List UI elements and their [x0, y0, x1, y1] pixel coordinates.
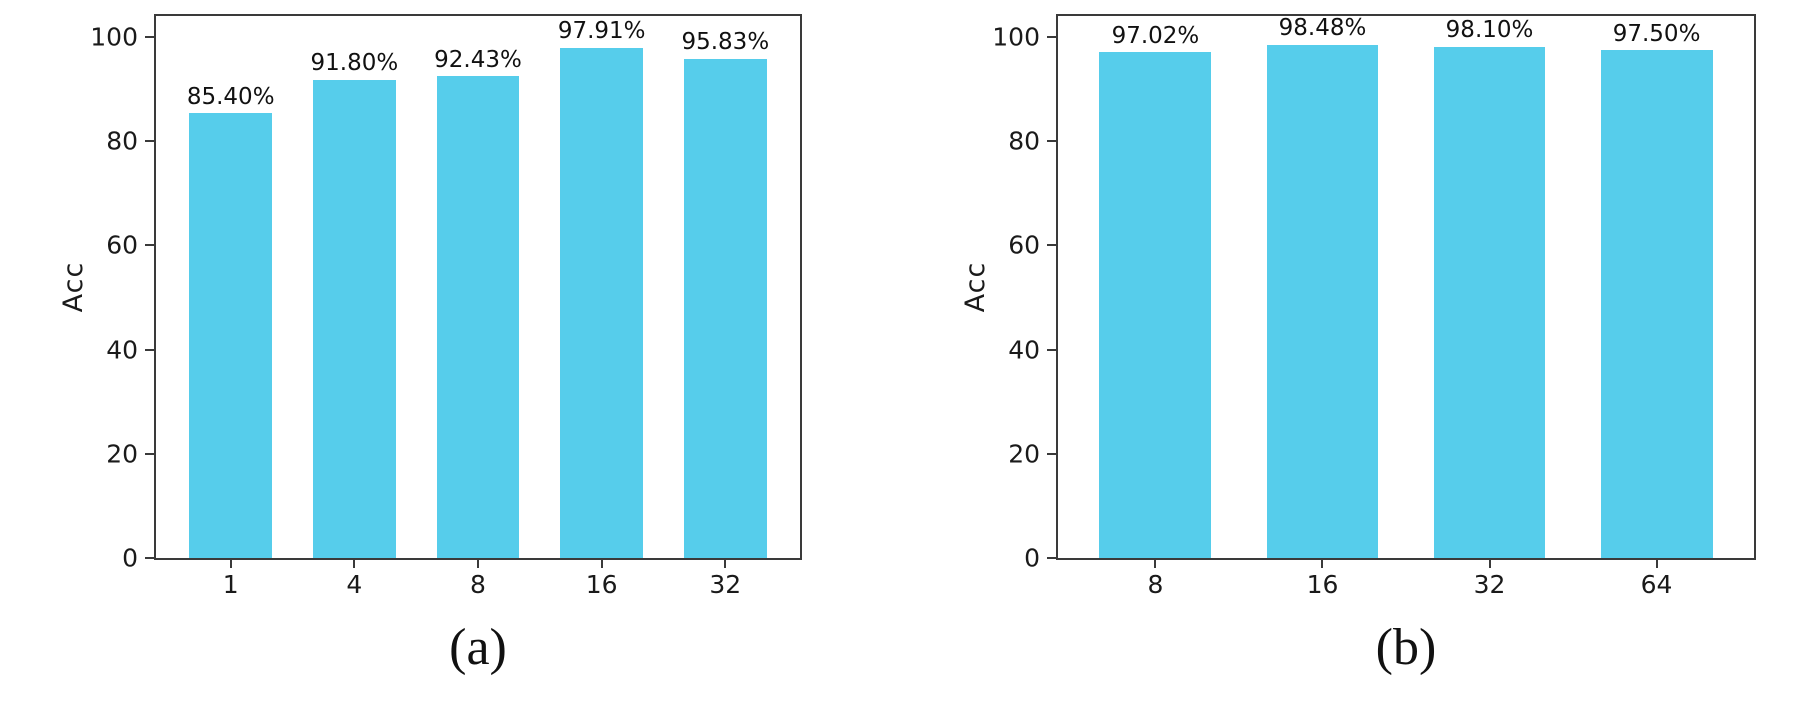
bar-value-label: 92.43% — [434, 47, 522, 74]
bar-value-label: 97.50% — [1612, 20, 1701, 47]
y-tick-mark — [1047, 35, 1058, 38]
y-tick-label: 20 — [106, 439, 138, 469]
bar — [1266, 44, 1379, 558]
y-axis-label: Acc — [58, 261, 89, 313]
bar-slot: 98.10% — [1406, 16, 1573, 558]
y-tick-label: 80 — [1008, 126, 1040, 156]
bars-container: 85.40% 91.80% 92.43% 97.91% 95.83% — [156, 16, 800, 558]
bar-value-label: 95.83% — [681, 29, 770, 56]
x-tick-label: 4 — [346, 570, 363, 599]
plot-area-b: 0 20 40 60 80 100 97.02% 98.48% 98.10% 97.50% 8 16 3… — [992, 14, 1756, 597]
x-tick-label: 8 — [1147, 570, 1164, 599]
y-tick-mark — [145, 244, 156, 247]
y-tick-mark — [1047, 348, 1058, 351]
bar-slot: 95.83% — [664, 16, 788, 558]
y-tick-mark — [1047, 140, 1058, 143]
x-tick-label: 8 — [470, 570, 486, 599]
x-tick-label: 32 — [1473, 570, 1506, 599]
y-tick-mark — [145, 140, 156, 143]
bar — [1433, 46, 1546, 558]
y-tick-mark — [1047, 452, 1058, 455]
bar — [560, 47, 644, 558]
y-tick-label: 40 — [106, 335, 138, 365]
y-axis-label: Acc — [960, 261, 991, 313]
chart-b-body: Acc 0 20 40 60 80 100 97.02% 98.48% 98.10% 97.50%… — [952, 14, 1756, 597]
y-tick-label: 40 — [1008, 335, 1040, 365]
x-tick-mark — [1488, 558, 1491, 568]
x-tick-mark — [600, 558, 603, 568]
bar-slot: 85.40% — [169, 16, 293, 558]
bar-value-label: 97.02% — [1111, 23, 1200, 50]
x-tick-mark — [353, 558, 356, 568]
bars-container: 97.02% 98.48% 98.10% 97.50% — [1058, 16, 1754, 558]
bar-slot: 98.48% — [1239, 16, 1406, 558]
chart-a-body: Acc 0 20 40 60 80 100 85.40% 91.80% 92.43% 97.91%… — [50, 14, 802, 597]
y-tick-mark — [145, 348, 156, 351]
y-tick-mark — [1047, 244, 1058, 247]
bar-value-label: 97.91% — [557, 18, 646, 45]
bar-slot: 97.91% — [540, 16, 664, 558]
y-tick-mark — [145, 35, 156, 38]
x-tick-mark — [1321, 558, 1324, 568]
y-tick-label: 0 — [122, 543, 138, 573]
x-tick-label: 1 — [222, 570, 239, 599]
y-tick-label: 20 — [1008, 439, 1040, 469]
bar — [189, 112, 273, 558]
y-tick-label: 100 — [90, 22, 138, 52]
x-tick-label: 64 — [1640, 570, 1673, 599]
x-tick-mark — [229, 558, 232, 568]
bar-slot: 97.50% — [1573, 16, 1740, 558]
y-tick-mark — [145, 557, 156, 559]
x-tick-mark — [1655, 558, 1658, 568]
y-tick-mark — [1047, 557, 1058, 559]
chart-a: Acc 0 20 40 60 80 100 85.40% 91.80% 92.43% 97.91%… — [50, 14, 802, 711]
bar-value-label: 98.48% — [1278, 15, 1367, 42]
bar-slot: 97.02% — [1072, 16, 1239, 558]
y-tick-label: 60 — [106, 230, 138, 260]
x-tick-mark — [477, 558, 479, 568]
bar — [436, 76, 520, 558]
y-tick-mark — [145, 452, 156, 455]
subfigure-caption-b: (b) — [1375, 619, 1437, 676]
y-tick-label: 100 — [992, 22, 1040, 52]
x-tick-label: 32 — [709, 570, 742, 599]
bar — [1099, 52, 1212, 558]
bar-value-label: 98.10% — [1445, 17, 1534, 44]
y-tick-label: 80 — [106, 126, 138, 156]
bar-slot: 92.43% — [416, 16, 540, 558]
x-tick-mark — [724, 558, 727, 568]
chart-b: Acc 0 20 40 60 80 100 97.02% 98.48% 98.10% 97.50%… — [952, 14, 1756, 711]
x-tick-mark — [1154, 558, 1157, 568]
subfigure-caption-a: (a) — [449, 619, 507, 676]
plot-area-a: 0 20 40 60 80 100 85.40% 91.80% 92.43% 97.91% 95.8… — [90, 14, 802, 597]
bar-value-label: 91.80% — [310, 50, 399, 77]
y-tick-label: 60 — [1008, 230, 1040, 260]
bar-value-label: 85.40% — [186, 83, 275, 110]
bar — [1600, 49, 1713, 558]
bar — [683, 58, 767, 558]
y-tick-label: 0 — [1024, 543, 1040, 573]
bar — [312, 79, 396, 558]
x-tick-label: 16 — [585, 570, 618, 599]
x-tick-label: 16 — [1306, 570, 1339, 599]
bar-slot: 91.80% — [293, 16, 417, 558]
